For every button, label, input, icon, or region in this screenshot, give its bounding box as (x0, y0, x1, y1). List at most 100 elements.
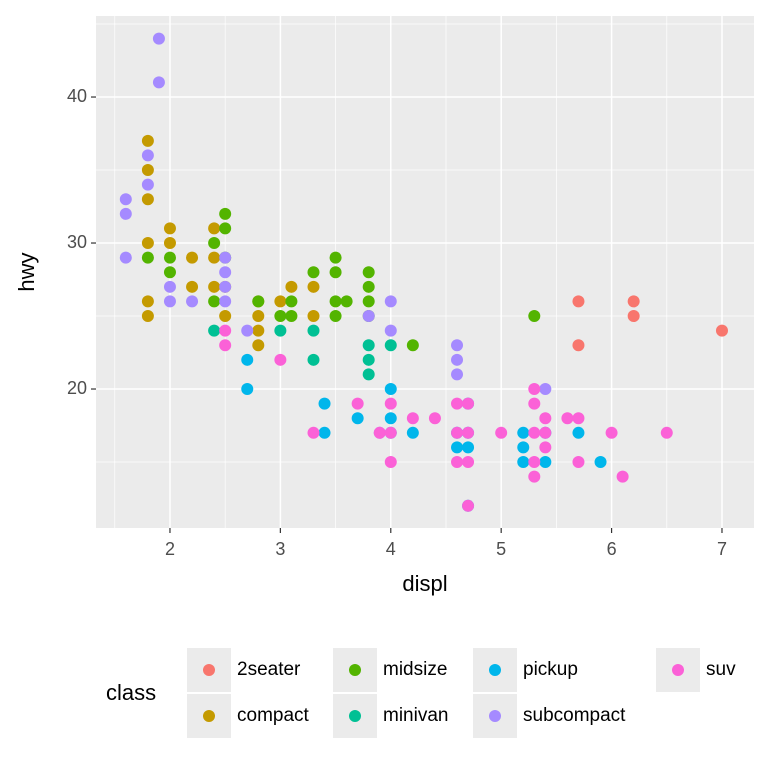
point (462, 441, 475, 454)
point (219, 222, 232, 235)
panel (96, 16, 754, 528)
point (384, 324, 397, 337)
legend-label: midsize (383, 659, 447, 680)
y-tick-label: 40 (67, 86, 87, 106)
legend-swatch (203, 664, 215, 676)
point (119, 251, 132, 264)
point (219, 295, 232, 308)
point (163, 237, 176, 250)
point (406, 339, 419, 352)
legend-swatch (489, 710, 501, 722)
legend-label: pickup (523, 659, 578, 680)
point (219, 251, 232, 264)
point (274, 324, 287, 337)
x-tick-label: 6 (607, 539, 617, 559)
point (528, 456, 541, 469)
point (274, 295, 287, 308)
point (362, 266, 375, 279)
point (528, 383, 541, 396)
point (539, 383, 552, 396)
point (329, 310, 342, 323)
point (362, 280, 375, 293)
point (219, 207, 232, 220)
point (616, 470, 629, 483)
point (186, 295, 199, 308)
y-tick-label: 30 (67, 232, 87, 252)
legend-swatch (349, 664, 361, 676)
point (141, 149, 154, 162)
legend-swatch (672, 664, 684, 676)
point (252, 339, 265, 352)
point (528, 470, 541, 483)
point (208, 251, 221, 264)
point (462, 426, 475, 439)
point (384, 412, 397, 425)
legend-title: class (106, 680, 156, 705)
point (362, 368, 375, 381)
point (539, 456, 552, 469)
point (517, 426, 530, 439)
point (351, 397, 364, 410)
point (163, 222, 176, 235)
point (561, 412, 574, 425)
point (329, 251, 342, 264)
point (605, 426, 618, 439)
point (274, 353, 287, 366)
point (208, 324, 221, 337)
point (141, 193, 154, 206)
point (285, 280, 298, 293)
point (384, 383, 397, 396)
point (307, 310, 320, 323)
point (141, 178, 154, 191)
legend-label: 2seater (237, 659, 301, 680)
point (241, 383, 254, 396)
legend-swatch (489, 664, 501, 676)
point (462, 456, 475, 469)
point (252, 310, 265, 323)
point (373, 426, 386, 439)
point (406, 412, 419, 425)
point (362, 339, 375, 352)
point (451, 339, 464, 352)
point (241, 353, 254, 366)
legend-label: subcompact (523, 705, 626, 726)
point (329, 266, 342, 279)
point (362, 353, 375, 366)
point (318, 397, 331, 410)
point (163, 295, 176, 308)
point (451, 397, 464, 410)
point (715, 324, 728, 337)
point (329, 295, 342, 308)
point (517, 456, 530, 469)
x-tick-label: 3 (275, 539, 285, 559)
point (152, 76, 165, 89)
point (141, 164, 154, 177)
point (528, 397, 541, 410)
legend-swatch (349, 710, 361, 722)
point (572, 412, 585, 425)
point (119, 193, 132, 206)
point (285, 295, 298, 308)
legend-label: minivan (383, 705, 448, 726)
point (318, 426, 331, 439)
point (186, 280, 199, 293)
point (572, 339, 585, 352)
point (572, 426, 585, 439)
point (351, 412, 364, 425)
point (451, 353, 464, 366)
point (362, 295, 375, 308)
point (219, 339, 232, 352)
point (384, 295, 397, 308)
point (384, 339, 397, 352)
point (141, 251, 154, 264)
point (252, 295, 265, 308)
point (572, 295, 585, 308)
point (219, 280, 232, 293)
point (307, 426, 320, 439)
point (252, 324, 265, 337)
point (141, 295, 154, 308)
point (163, 266, 176, 279)
point (428, 412, 441, 425)
point (219, 324, 232, 337)
